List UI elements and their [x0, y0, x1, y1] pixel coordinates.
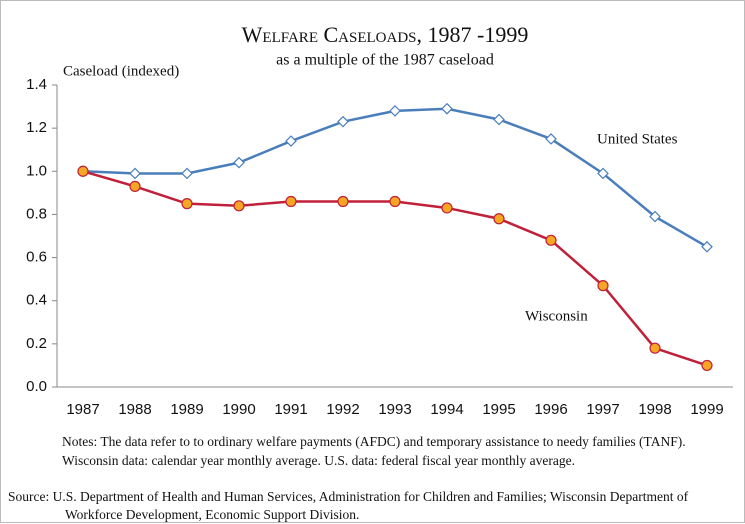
point-marker [129, 180, 141, 192]
y-axis-label: Caseload (indexed) [63, 63, 179, 79]
point-marker [545, 133, 557, 145]
point-marker [337, 115, 349, 128]
point-marker [493, 213, 505, 225]
source: Source: U.S. Department of Health and Hu… [8, 489, 689, 522]
point-marker [441, 102, 453, 115]
point-marker [545, 234, 557, 246]
point-marker [493, 113, 505, 126]
point-marker [77, 165, 89, 177]
series-line [82, 107, 708, 248]
x-tick-label: 1995 [482, 401, 515, 418]
y-tick-label: 1.2 [26, 119, 47, 136]
x-tick-label: 1987 [66, 401, 99, 418]
chart-subtitle: as a multiple of the 1987 caseload [276, 52, 494, 69]
point-marker [649, 342, 661, 354]
x-tick-label: 1991 [274, 401, 307, 418]
y-tick-label: 1.0 [26, 162, 47, 179]
point-marker [389, 195, 401, 208]
x-tick-label: 1992 [326, 401, 359, 418]
x-tick-label: 1994 [430, 401, 463, 418]
point-marker [285, 195, 297, 208]
point-marker [597, 167, 609, 180]
y-tick-label: 0.4 [26, 292, 47, 309]
y-tick-label: 0.8 [26, 205, 47, 222]
point-marker [701, 240, 713, 253]
y-tick-label: 0.2 [26, 335, 47, 352]
x-tick-label: 1999 [690, 401, 723, 418]
chart-title: Welfare Caseloads, 1987 -1999 [242, 22, 529, 47]
y-tick-label: 1.4 [26, 76, 47, 93]
point-marker [337, 195, 349, 208]
point-marker [441, 202, 453, 214]
notes: Notes: The data refer to to ordinary wel… [62, 434, 686, 468]
y-tick-label: 0.0 [26, 378, 47, 395]
x-tick-label: 1996 [534, 401, 567, 418]
point-marker [285, 135, 297, 147]
point-marker [233, 200, 245, 212]
y-tick-label: 0.6 [26, 249, 47, 266]
point-marker [181, 167, 193, 180]
x-tick-label: 1998 [638, 401, 671, 418]
point-marker [597, 280, 609, 292]
series-label: United States [597, 131, 678, 147]
point-marker [233, 156, 245, 169]
point-marker [181, 198, 193, 210]
x-tick-label: 1993 [378, 401, 411, 418]
x-tick-label: 1988 [118, 401, 151, 418]
x-tick-label: 1990 [222, 401, 255, 418]
point-marker [129, 167, 141, 180]
point-marker [701, 359, 713, 372]
series-label: Wisconsin [525, 308, 588, 324]
x-tick-label: 1997 [586, 401, 619, 418]
x-tick-label: 1989 [170, 401, 203, 418]
point-marker [389, 105, 401, 117]
point-marker [649, 210, 661, 223]
